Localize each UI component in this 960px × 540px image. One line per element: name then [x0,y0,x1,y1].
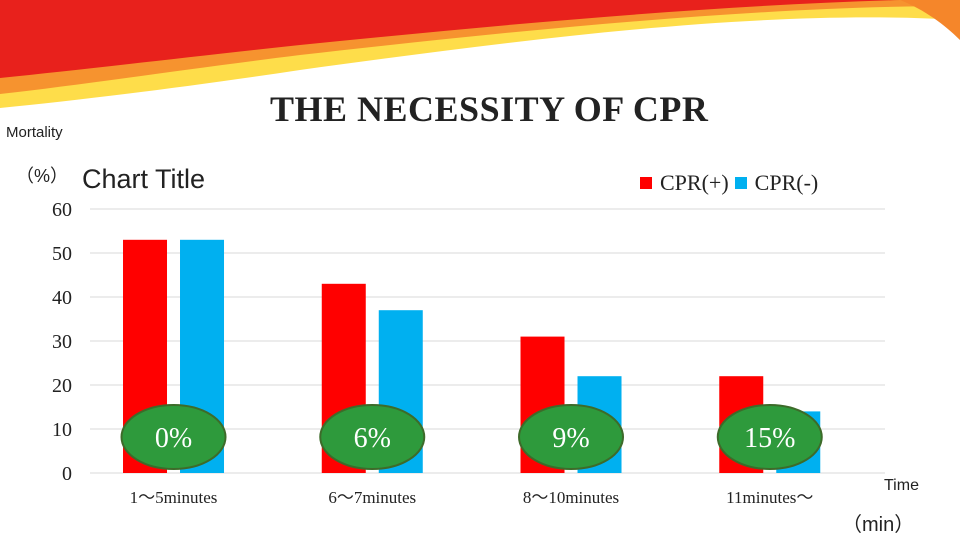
y-tick-label: 50 [52,243,72,265]
annotation-badge [319,404,426,470]
x-tick-label: 1～5minutes [130,488,218,507]
x-tick-label: 11minutes～ [726,488,813,507]
annotation-badge [120,404,227,470]
legend-swatch-cpr-plus [640,177,652,189]
y-axis-unit: （%） [16,166,69,186]
y-axis-measure-label: Mortality [6,124,63,141]
x-tick-label: 8～10minutes [523,488,619,507]
legend-item-cpr-plus: CPR(+) [640,170,729,196]
y-tick-label: 30 [52,331,72,353]
x-tick-label: 6～7minutes [328,488,416,507]
chart-legend: CPR(+) CPR(-) [640,170,824,196]
legend-label-cpr-plus: CPR(+) [660,170,729,195]
x-axis-measure-label: Time [884,477,919,494]
deco-red-band [0,0,900,78]
x-axis-unit: （min） [842,514,915,536]
legend-item-cpr-minus: CPR(-) [734,170,819,196]
slide-title: THE NECESSITY OF CPR [270,89,709,129]
y-tick-label: 40 [52,287,72,309]
y-tick-label: 20 [52,375,72,397]
decorative-header-swoosh [0,0,960,108]
legend-label-cpr-minus: CPR(-) [754,170,819,195]
y-tick-label: 60 [52,199,72,221]
annotation-label: 0% [155,423,192,454]
deco-right-corner [900,0,960,40]
annotation-label: 15% [744,423,795,454]
y-tick-label: 0 [62,463,72,485]
annotation-badge [518,404,625,470]
annotation-label: 9% [552,423,589,454]
legend-swatch-cpr-minus [734,177,747,189]
y-tick-label: 10 [52,419,72,441]
annotation-label: 6% [354,423,391,454]
chart-title: Chart Title [82,164,206,194]
annotation-badge [716,404,823,470]
